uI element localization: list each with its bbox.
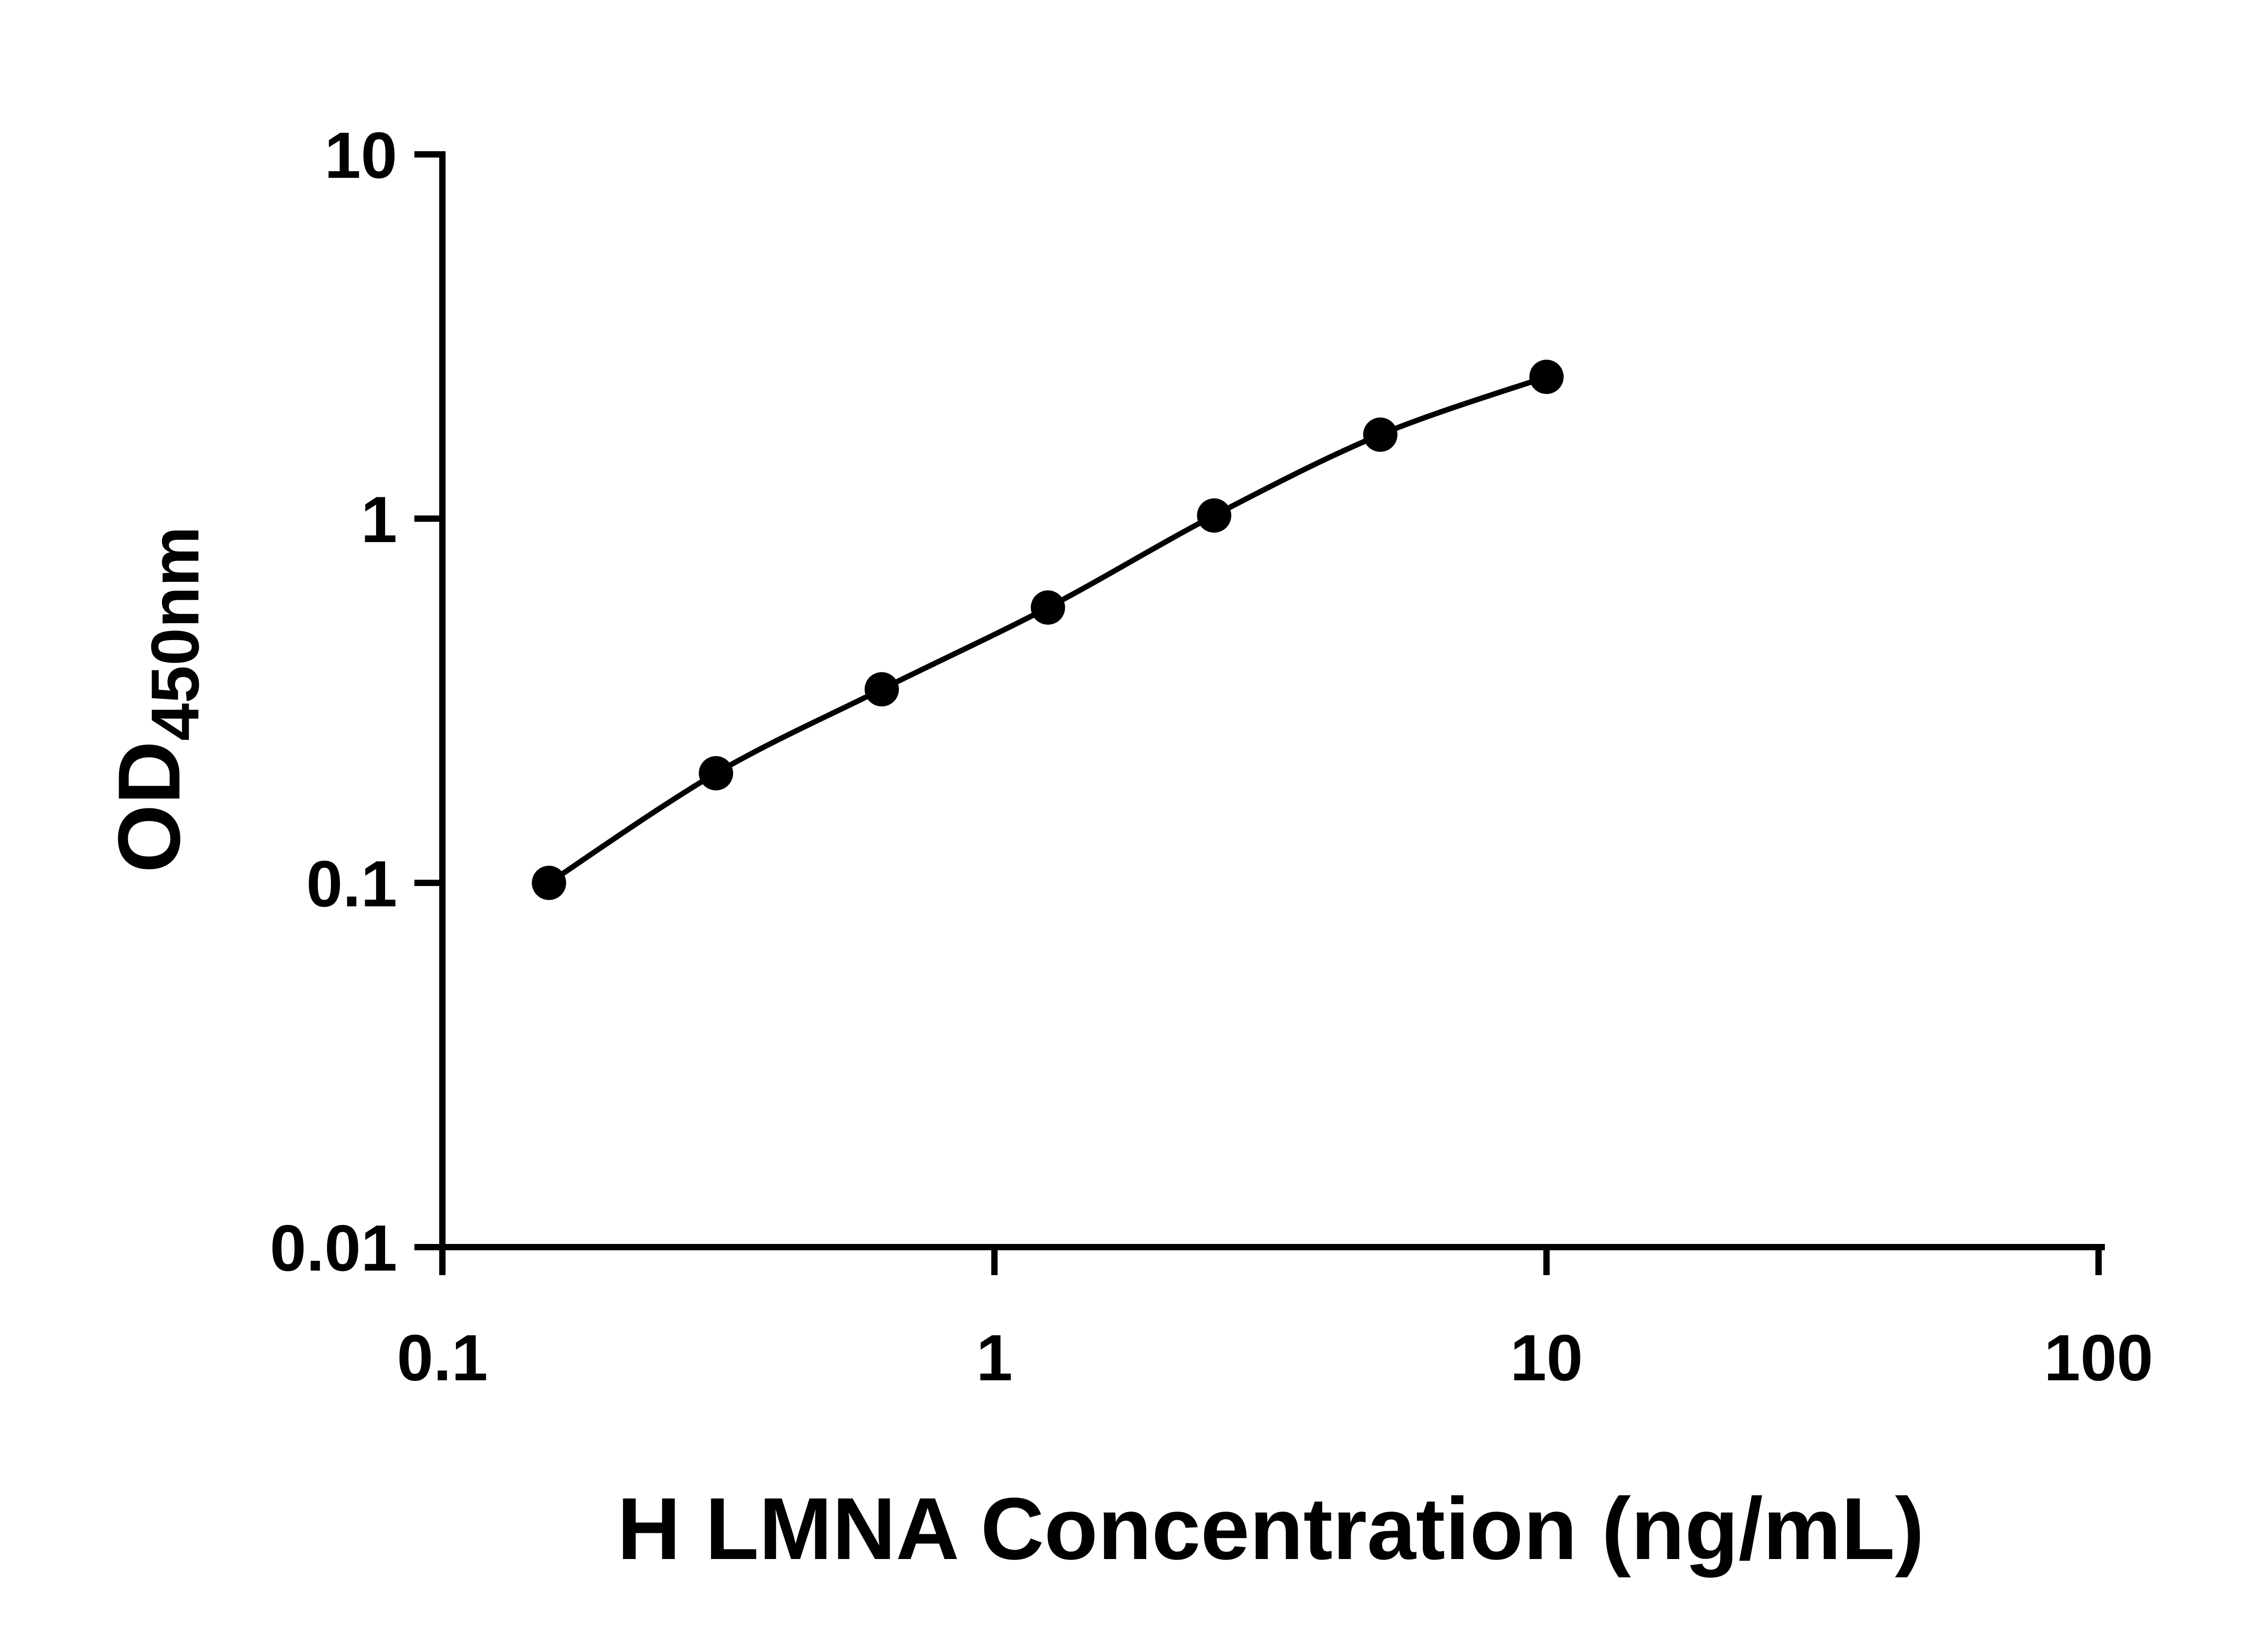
data-point-marker <box>864 672 899 707</box>
y-axis-title-subscript: 450nm <box>137 526 213 741</box>
y-tick-label: 10 <box>325 119 397 192</box>
data-point-marker <box>1031 590 1065 625</box>
data-point-marker <box>1529 359 1564 394</box>
data-point-marker <box>1363 418 1398 452</box>
data-point-marker <box>699 756 734 791</box>
x-tick-label: 10 <box>1510 1321 1583 1394</box>
x-axis-title: H LMNA Concentration (ng/mL) <box>617 1480 1924 1578</box>
x-tick-label: 1 <box>976 1321 1013 1394</box>
data-point-marker <box>532 866 567 900</box>
y-axis-title-main: OD <box>100 741 199 873</box>
x-tick-label: 0.1 <box>397 1321 488 1394</box>
y-axis-title: OD450nm <box>100 526 213 873</box>
y-tick-label: 0.01 <box>270 1211 397 1285</box>
data-point-marker <box>1197 498 1231 533</box>
standard-curve-line <box>547 374 1547 886</box>
x-tick-label: 100 <box>2044 1321 2153 1394</box>
y-tick-label: 1 <box>361 483 397 556</box>
y-tick-label: 0.1 <box>306 847 397 920</box>
